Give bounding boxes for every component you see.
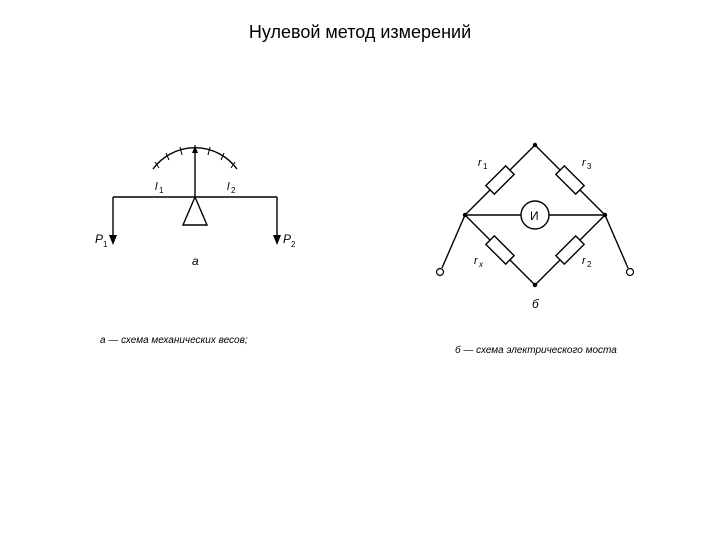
page-title: Нулевой метод измерений	[0, 0, 720, 43]
svg-text:x: x	[478, 260, 484, 269]
wheatstone-bridge-diagram: И r 1 r 3 r x r 2 б	[430, 130, 640, 320]
mechanical-balance-diagram: l 1 l 2 P 1 P 2 a	[95, 135, 295, 315]
svg-text:1: 1	[103, 240, 108, 249]
label-sub-b: б	[532, 297, 540, 311]
label-sub-a: a	[192, 254, 199, 268]
svg-text:2: 2	[587, 260, 592, 269]
label-p2: P	[283, 232, 291, 246]
label-l1: l	[155, 181, 158, 193]
caption-b: б — схема электрического моста	[455, 345, 617, 356]
label-p1: P	[95, 232, 103, 246]
caption-a: а — схема механических весов;	[100, 335, 248, 346]
svg-text:2: 2	[291, 240, 295, 249]
svg-text:2: 2	[231, 186, 236, 195]
svg-text:3: 3	[587, 162, 592, 171]
svg-text:1: 1	[483, 162, 488, 171]
meter-label: И	[530, 209, 539, 223]
label-l2: l	[227, 181, 230, 193]
svg-text:1: 1	[159, 186, 164, 195]
